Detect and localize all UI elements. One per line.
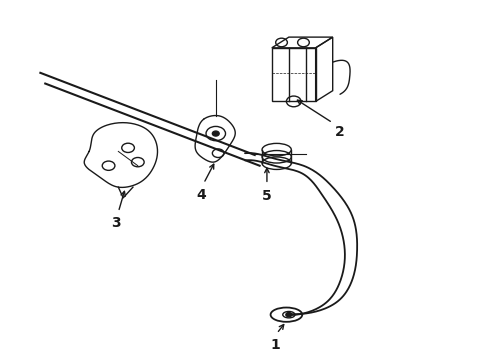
Text: 5: 5 <box>262 189 272 203</box>
Circle shape <box>212 131 219 136</box>
Text: 1: 1 <box>270 338 280 352</box>
Text: 4: 4 <box>196 188 206 202</box>
Text: 2: 2 <box>335 125 345 139</box>
Text: 3: 3 <box>111 216 121 230</box>
Circle shape <box>286 312 292 317</box>
